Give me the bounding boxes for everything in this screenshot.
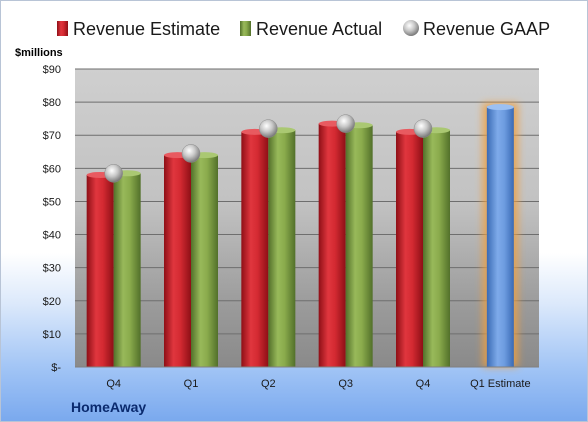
y-tick-label: $- [51,362,61,374]
x-tick-label: Q1 [184,378,199,390]
y-tick-label: $70 [43,130,61,142]
gridlines [75,68,539,368]
bar-revenue-actual [191,155,218,367]
point-revenue-gaap [259,119,278,138]
bar-revenue-actual [423,130,450,367]
bar-revenue-estimate [486,107,514,368]
point-revenue-gaap [336,114,355,133]
y-axis-ticks: $- $10 $20 $30 $40 $50 $60 $70 $80 $90 [43,64,62,374]
x-tick-label: Q3 [338,378,353,390]
x-tick-label: Q2 [261,378,276,390]
y-tick-label: $60 [43,163,61,175]
y-tick-label: $30 [43,263,61,275]
x-tick-label: Q1 Estimate [470,378,531,390]
legend-swatch-actual [240,21,251,36]
bar-revenue-estimate [86,174,114,367]
point-revenue-gaap [104,164,123,183]
bar-revenue-estimate [396,131,423,367]
legend: Revenue Estimate Revenue Actual Revenue … [57,19,550,39]
bars [86,103,518,368]
x-axis-ticks: Q4 Q1 Q2 Q3 Q4 Q1 Estimate [106,378,530,390]
bar-revenue-actual [113,173,141,367]
legend-label-estimate: Revenue Estimate [73,19,220,39]
bar-revenue-estimate [318,123,346,367]
bar-revenue-estimate [164,155,191,367]
legend-item-gaap: Revenue GAAP [403,19,550,39]
y-tick-label: $90 [43,64,61,76]
legend-swatch-gaap [403,20,419,36]
y-tick-label: $80 [43,97,61,109]
y-tick-label: $10 [43,329,61,341]
y-tick-label: $40 [43,230,61,242]
bar-revenue-actual [345,125,373,368]
bar-revenue-actual [268,130,296,367]
x-tick-label: Q4 [416,378,431,390]
y-tick-label: $50 [43,196,61,208]
unit-label: $millions [15,47,63,59]
point-revenue-gaap [181,144,201,163]
point-revenue-gaap [413,119,433,138]
legend-label-gaap: Revenue GAAP [423,19,550,39]
legend-swatch-estimate [57,21,68,36]
legend-label-actual: Revenue Actual [256,19,382,39]
legend-item-actual: Revenue Actual [240,19,382,39]
company-name: HomeAway [71,399,146,415]
x-tick-label: Q4 [106,378,121,390]
bar-cap [486,104,514,111]
y-tick-label: $20 [43,296,61,308]
legend-item-estimate: Revenue Estimate [57,19,220,39]
bar-revenue-estimate [241,131,269,367]
plot-area [75,69,539,367]
